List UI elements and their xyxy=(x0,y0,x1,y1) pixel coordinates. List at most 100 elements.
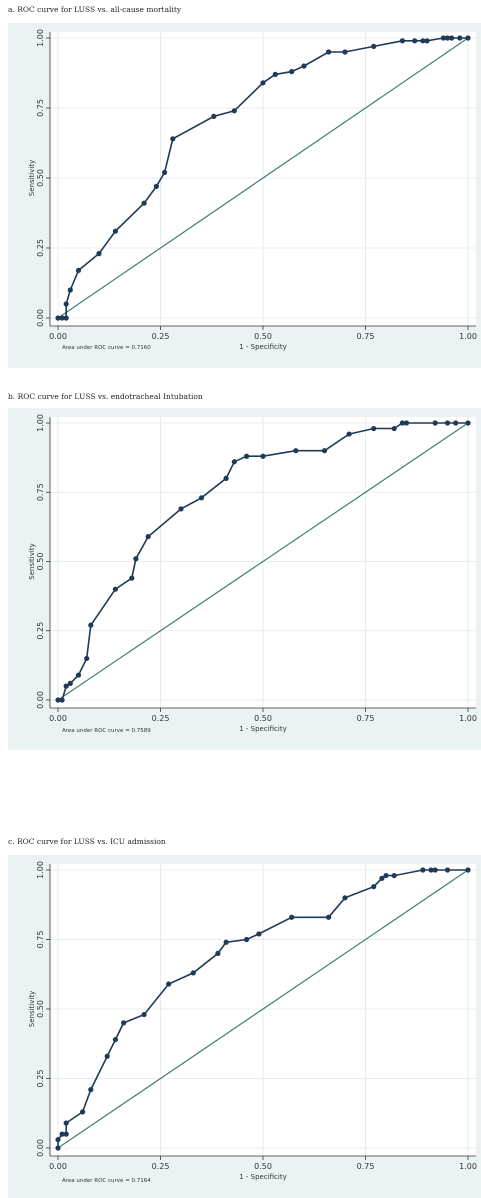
y-tick-label: 0.00 xyxy=(36,691,45,709)
caption-b: b. ROC curve for LUSS vs. endotracheal I… xyxy=(8,392,203,401)
roc-point xyxy=(444,867,451,873)
roc-point xyxy=(59,1131,65,1137)
roc-point xyxy=(379,875,385,881)
roc-point xyxy=(121,1020,127,1026)
roc-point xyxy=(326,914,332,920)
y-tick-label: 1.00 xyxy=(36,414,45,432)
roc-curve-line xyxy=(58,37,468,319)
roc-point xyxy=(80,1109,86,1115)
roc-point xyxy=(112,586,118,592)
roc-point xyxy=(215,950,221,956)
roc-chart-c: 0.00 0.00 0.25 0.25 0.50 0.50 0.75 0.75 1.00 1.00… xyxy=(28,861,477,1181)
roc-point xyxy=(383,872,389,879)
x-tick-label: 0.75 xyxy=(357,714,375,723)
x-tick-label: 0.50 xyxy=(254,332,272,341)
auc-label-a: Area under ROC curve = 0.7160 xyxy=(62,345,151,351)
y-axis-title: Sensitivity xyxy=(28,543,36,579)
roc-point xyxy=(59,315,65,321)
x-tick-label: 0.75 xyxy=(357,332,375,341)
x-tick-label: 0.25 xyxy=(152,332,170,341)
y-tick-label: 0.00 xyxy=(36,309,45,327)
roc-point xyxy=(465,867,471,873)
y-tick-label: 0.25 xyxy=(36,622,45,640)
roc-point xyxy=(289,69,295,75)
roc-point xyxy=(244,936,250,943)
roc-point xyxy=(444,35,451,41)
y-tick-label: 0.50 xyxy=(36,169,45,187)
roc-point xyxy=(424,38,430,44)
roc-point xyxy=(432,867,438,873)
y-tick-label: 1.00 xyxy=(36,29,45,47)
x-tick-label: 1.00 xyxy=(459,1162,477,1171)
reference-line xyxy=(57,422,469,701)
roc-point xyxy=(444,420,451,426)
x-tick-label: 0.50 xyxy=(254,714,272,723)
y-tick-label: 0.00 xyxy=(36,1139,45,1157)
roc-point xyxy=(231,108,237,114)
roc-point xyxy=(391,872,397,879)
caption-a: a. ROC curve for LUSS vs. all-cause mort… xyxy=(8,5,182,14)
x-tick-label: 0.00 xyxy=(49,1162,67,1171)
x-tick-label: 0.25 xyxy=(152,1162,170,1171)
y-tick-label: 0.25 xyxy=(36,1070,45,1088)
roc-point xyxy=(371,43,377,49)
roc-point xyxy=(55,1145,61,1151)
roc-point xyxy=(301,63,307,69)
roc-point xyxy=(449,35,455,41)
roc-point xyxy=(88,1087,94,1093)
x-tick-label: 0.50 xyxy=(254,1162,272,1171)
roc-point xyxy=(112,1036,118,1043)
reference-line xyxy=(57,869,469,1149)
roc-point xyxy=(55,1137,61,1143)
roc-point xyxy=(289,914,295,920)
roc-point xyxy=(129,575,135,581)
x-axis-title: 1 - Specificity xyxy=(239,343,287,351)
caption-c: c. ROC curve for LUSS vs. ICU admission xyxy=(8,837,166,846)
auc-label-c: Area under ROC curve = 0.7164 xyxy=(62,1178,151,1184)
roc-point xyxy=(321,448,328,454)
roc-point xyxy=(223,475,229,481)
x-tick-label: 1.00 xyxy=(459,332,477,341)
x-tick-label: 0.00 xyxy=(49,332,67,341)
x-axis-title: 1 - Specificity xyxy=(239,1173,287,1181)
roc-point xyxy=(104,1053,110,1059)
roc-point xyxy=(63,301,69,307)
chart-panel-b: 0.00 0.00 0.25 0.25 0.50 0.50 0.75 0.75 1.00 1.00… xyxy=(8,408,481,750)
roc-point xyxy=(190,970,196,976)
roc-point xyxy=(457,35,463,41)
y-tick-label: 0.75 xyxy=(36,483,45,501)
roc-point xyxy=(67,680,73,686)
x-axis-title: 1 - Specificity xyxy=(239,725,287,733)
roc-point xyxy=(55,315,61,321)
roc-point xyxy=(162,169,168,175)
y-axis-title: Sensitivity xyxy=(28,991,36,1027)
roc-point xyxy=(293,448,299,454)
roc-point xyxy=(272,71,278,77)
roc-point xyxy=(133,556,139,562)
roc-point xyxy=(178,506,184,512)
roc-point xyxy=(67,287,73,293)
roc-point xyxy=(432,420,438,426)
roc-point xyxy=(211,113,217,119)
y-tick-label: 0.50 xyxy=(36,1000,45,1018)
roc-point xyxy=(231,459,237,465)
roc-point xyxy=(371,425,377,432)
roc-point xyxy=(465,420,471,426)
roc-point xyxy=(391,425,397,432)
roc-point xyxy=(198,495,205,501)
roc-point xyxy=(440,35,446,41)
x-tick-label: 1.00 xyxy=(459,714,477,723)
roc-point xyxy=(428,867,434,873)
roc-point xyxy=(346,431,352,437)
roc-point xyxy=(96,251,102,257)
roc-point xyxy=(403,420,410,426)
roc-point xyxy=(260,80,266,86)
roc-point xyxy=(141,200,147,206)
roc-point xyxy=(244,453,250,459)
roc-point xyxy=(342,895,348,901)
roc-point xyxy=(371,884,377,890)
roc-point xyxy=(145,533,151,540)
auc-label-b: Area under ROC curve = 0.7589 xyxy=(62,728,151,734)
roc-point xyxy=(342,49,348,55)
roc-point xyxy=(326,49,332,55)
